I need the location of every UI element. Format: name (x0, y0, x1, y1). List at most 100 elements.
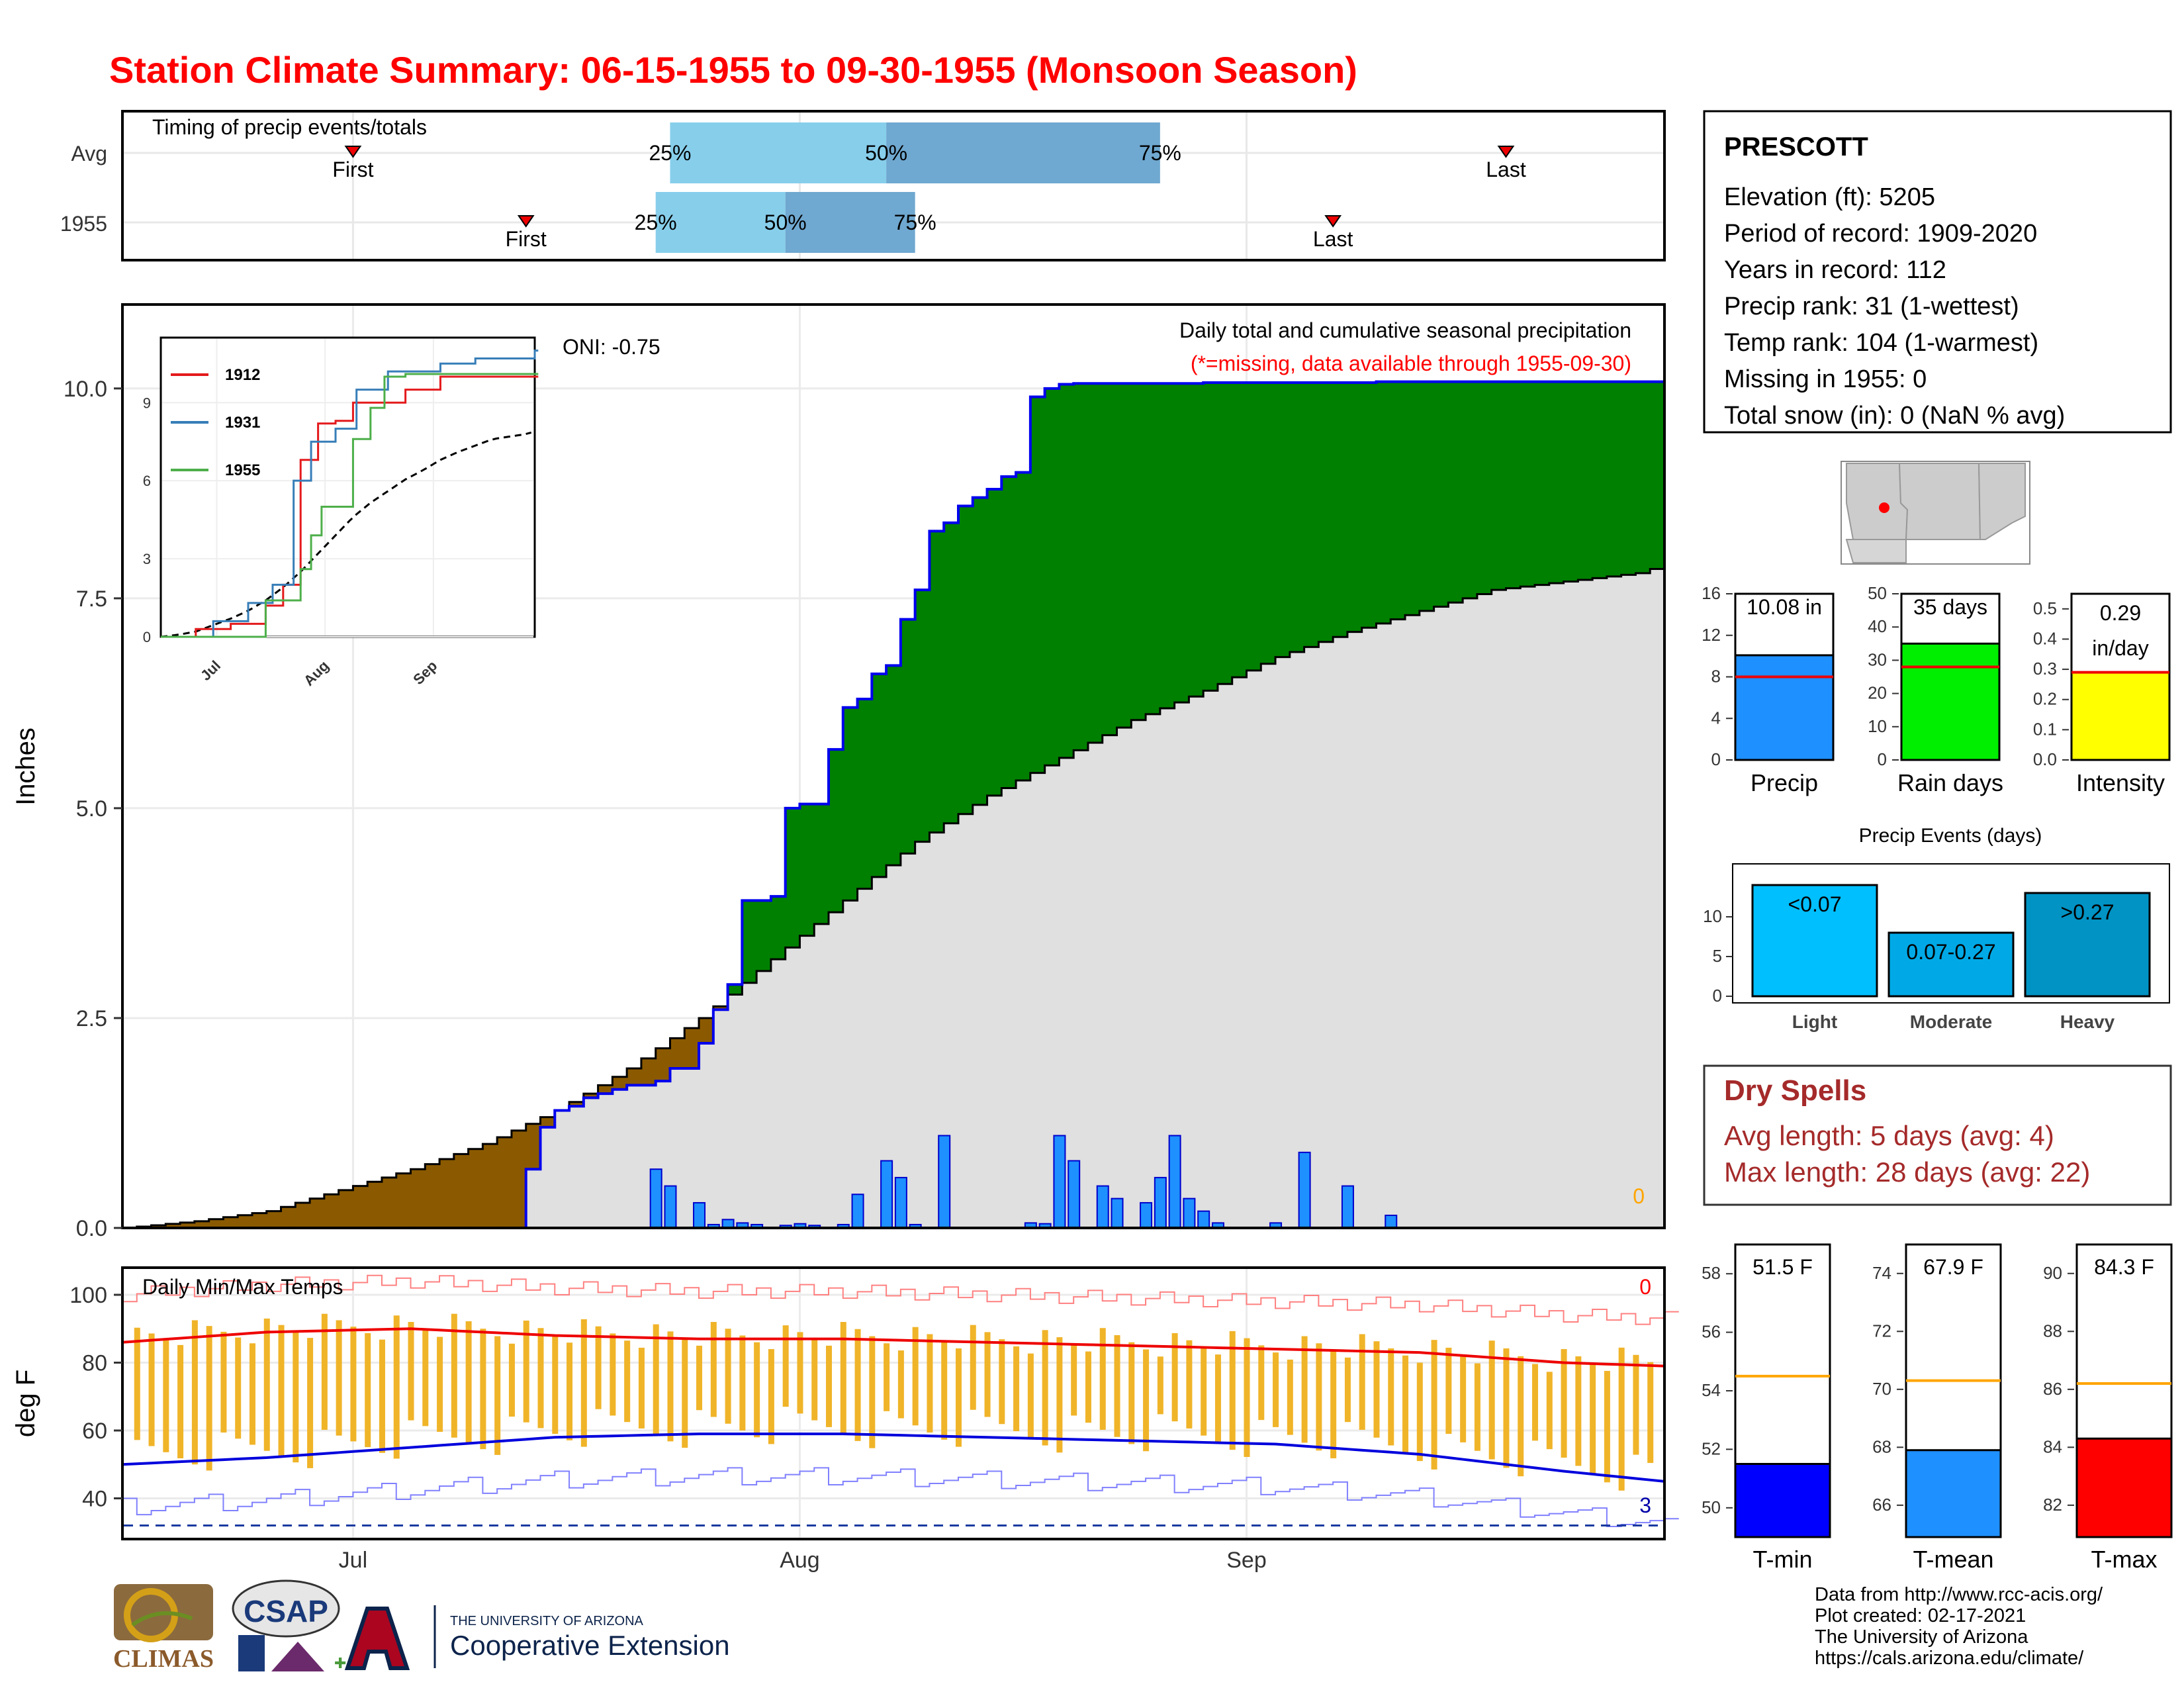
daily-temp-bar (206, 1326, 212, 1471)
deficit-area-segment (439, 1159, 455, 1228)
surplus-area-segment (1246, 382, 1261, 671)
deficit-area-segment (540, 1117, 555, 1127)
precip-ytick-label: 0.0 (76, 1216, 107, 1241)
inset-legend-label-1912: 1912 (225, 366, 260, 384)
surplus-area-segment (1520, 381, 1535, 587)
daily-temp-bar (422, 1329, 429, 1427)
daily-temp-bar (1244, 1338, 1250, 1457)
daily-temp-bar (1488, 1340, 1495, 1460)
daily-precip-bar (1298, 1151, 1311, 1229)
daily-temp-bar (552, 1335, 559, 1434)
surplus-area-segment (1203, 382, 1218, 691)
daily-precip-bar (1341, 1185, 1354, 1229)
csap-logo: CSAP ✚ (232, 1579, 346, 1672)
surplus-area-segment (1217, 382, 1233, 684)
daily-temp-bar (667, 1331, 674, 1442)
station-name: PRESCOTT (1724, 132, 1868, 162)
daily-temp-bar (1561, 1349, 1567, 1458)
daily-temp-bar (1114, 1335, 1120, 1437)
daily-temp-bar (638, 1347, 645, 1429)
summary-ytick-label: 0.4 (2033, 628, 2057, 648)
deficit-area-segment (598, 1085, 613, 1094)
deficit-area-segment (655, 1048, 671, 1082)
daily-temp-bar (480, 1329, 486, 1450)
summary-ytick-label: 50 (1868, 583, 1887, 603)
surplus-area-segment (1405, 381, 1420, 616)
daily-temp-bar (336, 1320, 342, 1436)
daily-temp-bar (869, 1336, 876, 1448)
daily-temp-bar (437, 1336, 443, 1432)
summary-ytick-label: 0.5 (2033, 598, 2057, 618)
daily-temp-bar (235, 1337, 242, 1439)
temp-summary-ytick-label: 50 (1702, 1497, 1721, 1517)
temp-ytick-label: 100 (69, 1283, 107, 1308)
dry-spells-avg: Avg length: 5 days (avg: 4) (1724, 1120, 2054, 1151)
daily-temp-bar (1214, 1354, 1221, 1443)
summary-ytick-label: 0.0 (2033, 749, 2057, 769)
surplus-area-segment (857, 699, 872, 889)
timing-row-1955-label: 1955 (60, 212, 107, 236)
surplus-area-segment (1506, 381, 1521, 588)
daily-temp-bar (1373, 1341, 1380, 1438)
daily-temp-bar (826, 1345, 833, 1427)
surplus-area-segment (1087, 383, 1103, 743)
daily-temp-bar (408, 1322, 414, 1421)
surplus-area-segment (900, 619, 916, 854)
surplus-area-segment (915, 590, 931, 842)
station-location-marker (1879, 502, 1889, 513)
summary-ytick-label: 40 (1868, 616, 1887, 636)
daily-precip-bar (1385, 1214, 1398, 1229)
daily-temp-bar (1099, 1328, 1106, 1430)
temp-summary-ytick-label: 84 (2043, 1436, 2062, 1456)
deficit-area-segment (612, 1076, 627, 1090)
surplus-area-segment (1606, 381, 1622, 577)
surplus-area-segment (1491, 381, 1507, 590)
deficit-area-segment (367, 1182, 383, 1228)
deficit-area-segment (425, 1164, 440, 1228)
credits-block: Data from http://www.rcc-acis.org/Plot c… (1815, 1584, 2103, 1669)
daily-temp-bar (1647, 1362, 1654, 1464)
first-event-marker (517, 215, 535, 228)
station-info-line: Period of record: 1909-2020 (1724, 220, 2037, 248)
daily-temp-bar (293, 1331, 299, 1463)
precip-events-chart: Precip Events (days) 0 5 10 <0.07 Light 0.07-… (1703, 825, 2170, 1032)
daily-temp-bar (134, 1327, 140, 1440)
daily-temp-bar (1518, 1356, 1524, 1477)
surplus-area-segment (1131, 383, 1146, 720)
surplus-area-segment (972, 497, 988, 805)
daily-temp-bar (220, 1331, 227, 1433)
deficit-area-segment (497, 1137, 512, 1228)
month-label-aug: Aug (780, 1548, 820, 1573)
daily-temp-bar (1474, 1363, 1480, 1451)
surplus-area-segment (785, 808, 801, 948)
temp-summary-bar-T-min (1734, 1463, 1831, 1538)
summary-ytick-label: 0.2 (2033, 689, 2057, 709)
events-bin-label: 0.07-0.27 (1906, 940, 1995, 964)
dry-spells-title: Dry Spells (1724, 1074, 1866, 1107)
daily-temp-bar (927, 1334, 933, 1433)
deficit-area-segment (482, 1144, 498, 1228)
daily-temp-bar (1042, 1330, 1048, 1446)
surplus-area-segment (829, 749, 844, 913)
summary-bar-value: 10.08 in (1747, 595, 1822, 619)
daily-precip-bar (1183, 1197, 1196, 1229)
temp-summary-value: 67.9 F (1923, 1255, 1983, 1279)
record-min-line (122, 1467, 1679, 1527)
summary-ytick-label: 0.3 (2033, 659, 2057, 679)
figure-title: Station Climate Summary: 06-15-1955 to 0… (109, 49, 1357, 91)
surplus-area-segment (929, 531, 944, 833)
timing-row-avg-label: Avg (71, 142, 107, 165)
daily-temp-bar (523, 1320, 529, 1423)
daily-temp-bar (811, 1338, 818, 1421)
deficit-area-segment (165, 1223, 181, 1228)
timing-p75-label: 75% (1139, 141, 1181, 165)
temp-ytick-label: 40 (82, 1487, 107, 1512)
daily-precip-bar (938, 1135, 951, 1229)
temp-summary-ytick-label: 68 (1872, 1436, 1891, 1456)
temp-summary-ytick-label: 86 (2043, 1379, 2062, 1399)
daily-temp-bar (1301, 1336, 1308, 1443)
last-event-marker (1324, 215, 1342, 228)
svg-text:✚: ✚ (334, 1656, 346, 1672)
inset-line-1955 (161, 373, 539, 638)
temp-summary-ytick-label: 72 (1872, 1321, 1891, 1340)
